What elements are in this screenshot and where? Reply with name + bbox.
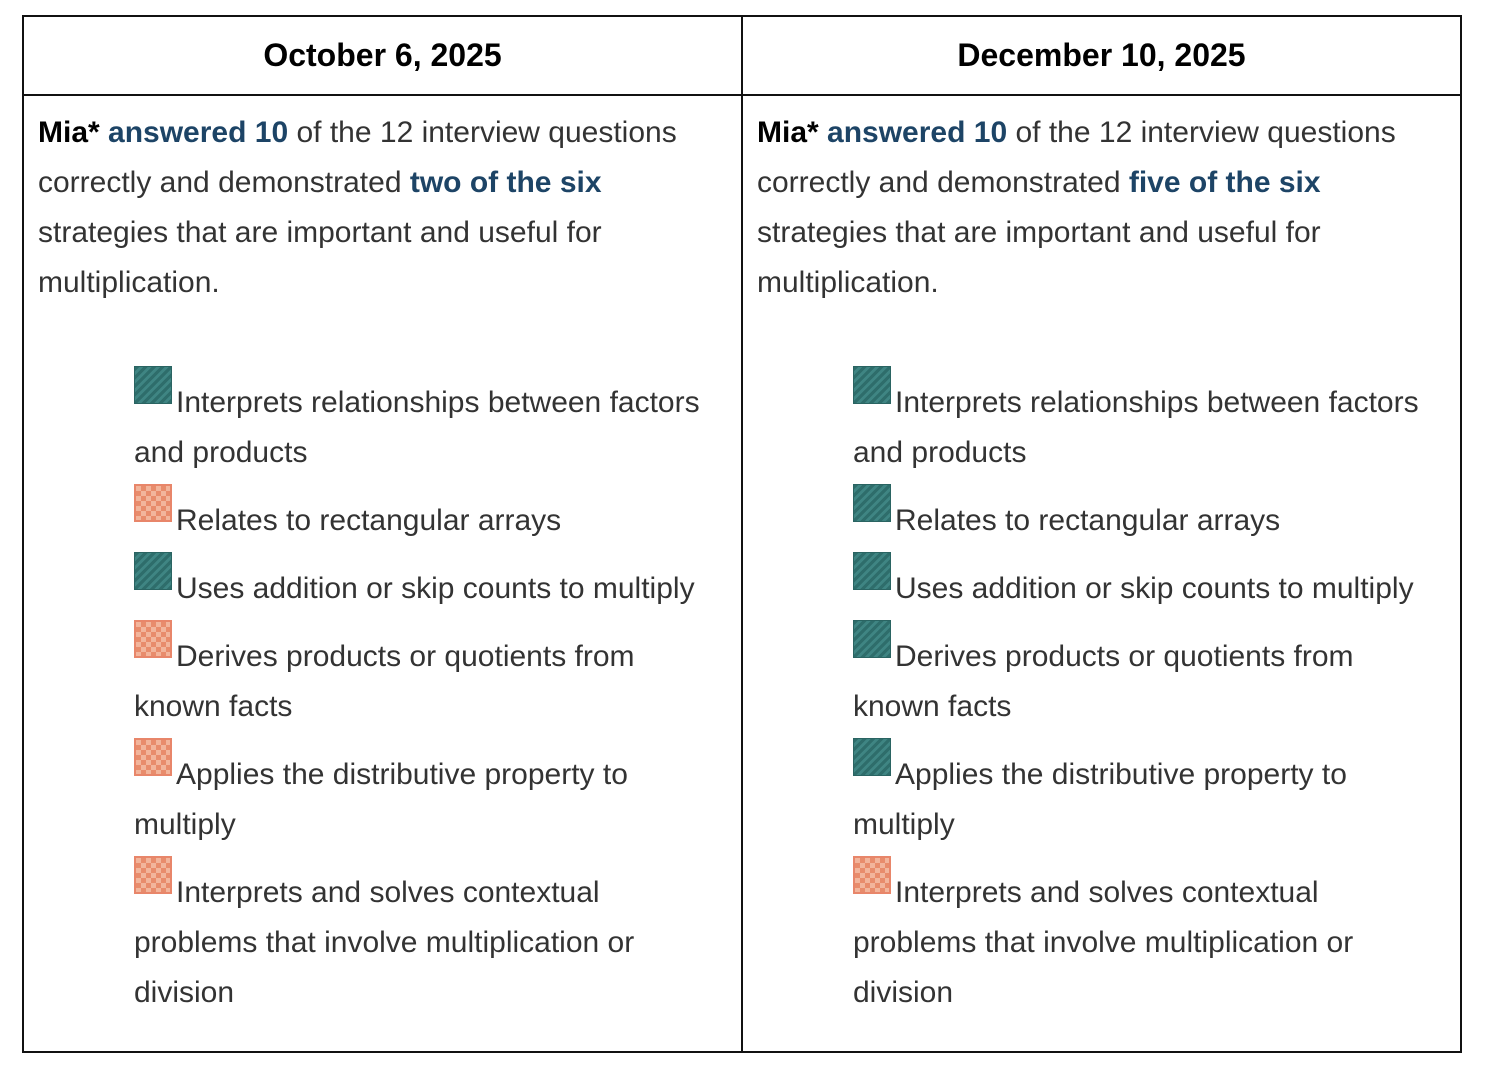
strategy-label: Derives products or quotients from known… [853, 640, 1354, 723]
summary-segment: five of the six [1128, 166, 1321, 199]
summary: Mia* answered 10 of the 12 interview que… [757, 108, 1444, 308]
strategy-label: Applies the distributive property to mul… [134, 758, 628, 841]
strategy-item: Interprets and solves contextual problem… [134, 856, 725, 1018]
strategy-label: Interprets and solves contextual problem… [134, 876, 635, 1009]
summary-segment: answered 10 [827, 116, 1008, 149]
strategy-item: Applies the distributive property to mul… [853, 738, 1444, 850]
summary-segment: answered 10 [108, 116, 289, 149]
strategy-item: Interprets relationships between factors… [134, 366, 725, 478]
strategy-item: Derives products or quotients from known… [853, 620, 1444, 732]
demonstrated-icon [853, 620, 891, 658]
not-demonstrated-icon [134, 620, 172, 658]
strategy-item: Interprets relationships between factors… [853, 366, 1444, 478]
not-demonstrated-icon [134, 484, 172, 522]
strategy-item: Relates to rectangular arrays [134, 484, 725, 546]
strategy-label: Uses addition or skip counts to multiply [176, 572, 695, 605]
column-cell: Mia* answered 10 of the 12 interview que… [741, 94, 1462, 1053]
column-header: December 10, 2025 [741, 15, 1462, 96]
strategy-label: Interprets relationships between factors… [853, 386, 1419, 469]
not-demonstrated-icon [134, 856, 172, 894]
strategy-item: Applies the distributive property to mul… [134, 738, 725, 850]
demonstrated-icon [134, 552, 172, 590]
summary-segment: two of the six [409, 166, 602, 199]
summary-segment: of the 12 interview questions correctly … [757, 116, 1396, 199]
strategy-item: Uses addition or skip counts to multiply [134, 552, 725, 614]
strategy-item: Derives products or quotients from known… [134, 620, 725, 732]
strategy-item: Uses addition or skip counts to multiply [853, 552, 1444, 614]
header-row: October 6, 2025 December 10, 2025 [22, 15, 1462, 96]
summary-segment: strategies that are important and useful… [38, 216, 602, 299]
summary-segment: of the 12 interview questions correctly … [38, 116, 677, 199]
strategy-item: Interprets and solves contextual problem… [853, 856, 1444, 1018]
strategy-item: Relates to rectangular arrays [853, 484, 1444, 546]
demonstrated-icon [853, 738, 891, 776]
strategy-list: Interprets relationships between factors… [757, 366, 1444, 1018]
summary-segment: Mia* [38, 116, 100, 149]
strategy-list: Interprets relationships between factors… [38, 366, 725, 1018]
demonstrated-icon [853, 552, 891, 590]
demonstrated-icon [134, 366, 172, 404]
strategy-label: Relates to rectangular arrays [176, 504, 562, 537]
strategy-label: Derives products or quotients from known… [134, 640, 635, 723]
not-demonstrated-icon [134, 738, 172, 776]
strategy-label: Interprets relationships between factors… [134, 386, 700, 469]
column-cell: Mia* answered 10 of the 12 interview que… [22, 94, 743, 1053]
body-row: Mia* answered 10 of the 12 interview que… [22, 94, 1462, 1053]
summary-segment: Mia* [757, 116, 819, 149]
demonstrated-icon [853, 366, 891, 404]
summary: Mia* answered 10 of the 12 interview que… [38, 108, 725, 308]
demonstrated-icon [853, 484, 891, 522]
strategy-label: Uses addition or skip counts to multiply [895, 572, 1414, 605]
strategy-label: Relates to rectangular arrays [895, 504, 1281, 537]
not-demonstrated-icon [853, 856, 891, 894]
strategy-label: Applies the distributive property to mul… [853, 758, 1347, 841]
column-header: October 6, 2025 [22, 15, 743, 96]
summary-segment: strategies that are important and useful… [757, 216, 1321, 299]
strategy-label: Interprets and solves contextual problem… [853, 876, 1354, 1009]
comparison-table: October 6, 2025 December 10, 2025 Mia* an… [22, 15, 1462, 1053]
